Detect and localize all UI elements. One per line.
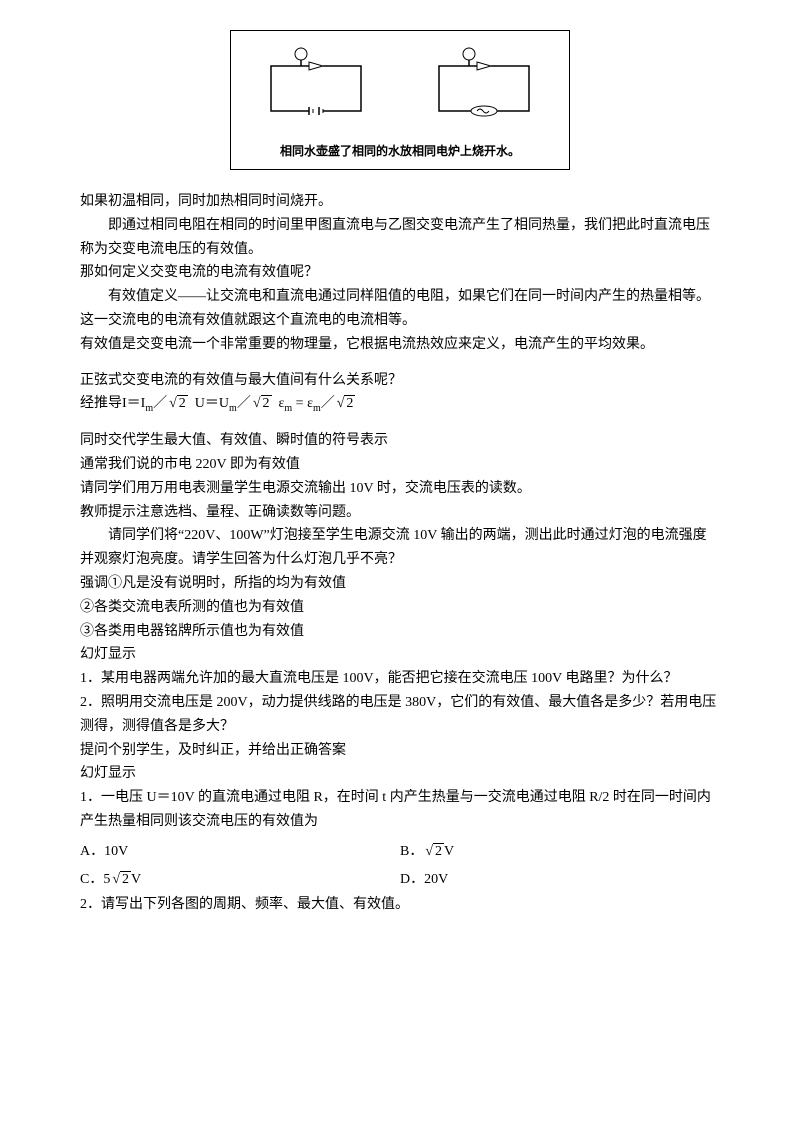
diagram-caption: 相同水壶盛了相同的水放相同电炉上烧开水。 — [231, 141, 569, 161]
option-label: B． — [400, 844, 423, 859]
paragraph: 正弦式交变电流的有效值与最大值间有什么关系呢？ — [80, 369, 720, 393]
paragraph: 那如何定义交变电流的电流有效值呢？ — [80, 261, 720, 285]
paragraph: 有效值是交变电流一个非常重要的物理量，它根据电流热效应来定义，电流产生的平均效果… — [80, 333, 720, 357]
formula-line: 经推导I＝Im／2 U＝Um／2 εm = εm／2 — [80, 392, 720, 417]
formula-prefix: 经推导 — [80, 396, 122, 411]
slide-header: 幻灯显示 — [80, 762, 720, 786]
question: 2．照明用交流电压是 200V，动力提供线路的电压是 380V，它们的有效值、最… — [80, 691, 720, 739]
slide-header: 幻灯显示 — [80, 643, 720, 667]
option-b: B．2V — [400, 838, 720, 866]
paragraph: 有效值定义——让交流电和直流电通过同样阻值的电阻，如果它们在同一时间内产生的热量… — [80, 285, 720, 333]
option-value: 20V — [424, 872, 448, 887]
paragraph: 请同学们用万用电表测量学生电源交流输出 10V 时，交流电压表的读数。 — [80, 477, 720, 501]
question: 1．某用电器两端允许加的最大直流电压是 100V，能否把它接在交流电压 100V… — [80, 667, 720, 691]
dc-circuit — [261, 46, 371, 116]
options-group: A．10V B．2V C．52V D．20V — [80, 838, 720, 894]
circuit-diagram: 相同水壶盛了相同的水放相同电炉上烧开水。 — [230, 30, 570, 170]
ac-circuit — [429, 46, 539, 116]
option-c: C．52V — [80, 866, 400, 894]
option-label: D． — [400, 872, 424, 887]
paragraph: 提问个别学生，及时纠正，并给出正确答案 — [80, 739, 720, 763]
paragraph: 同时交代学生最大值、有效值、瞬时值的符号表示 — [80, 429, 720, 453]
option-d: D．20V — [400, 866, 720, 894]
paragraph: 即通过相同电阻在相同的时间里甲图直流电与乙图交变电流产生了相同热量，我们把此时直… — [80, 214, 720, 262]
option-label: A． — [80, 844, 104, 859]
paragraph: 教师提示注意选档、量程、正确读数等问题。 — [80, 501, 720, 525]
paragraph: ③各类用电器铭牌所示值也为有效值 — [80, 620, 720, 644]
option-value: 10V — [104, 844, 128, 859]
paragraph: ②各类交流电表所测的值也为有效值 — [80, 596, 720, 620]
option-label: C． — [80, 872, 103, 887]
option-a: A．10V — [80, 838, 400, 866]
question: 1．一电压 U＝10V 的直流电通过电阻 R，在时间 t 内产生热量与一交流电通… — [80, 786, 720, 834]
paragraph: 通常我们说的市电 220V 即为有效值 — [80, 453, 720, 477]
question: 2．请写出下列各图的周期、频率、最大值、有效值。 — [80, 893, 720, 917]
paragraph: 强调①凡是没有说明时，所指的均为有效值 — [80, 572, 720, 596]
paragraph: 请同学们将“220V、100W”灯泡接至学生电源交流 10V 输出的两端，测出此… — [80, 524, 720, 572]
paragraph: 如果初温相同，同时加热相同时间烧开。 — [80, 190, 720, 214]
